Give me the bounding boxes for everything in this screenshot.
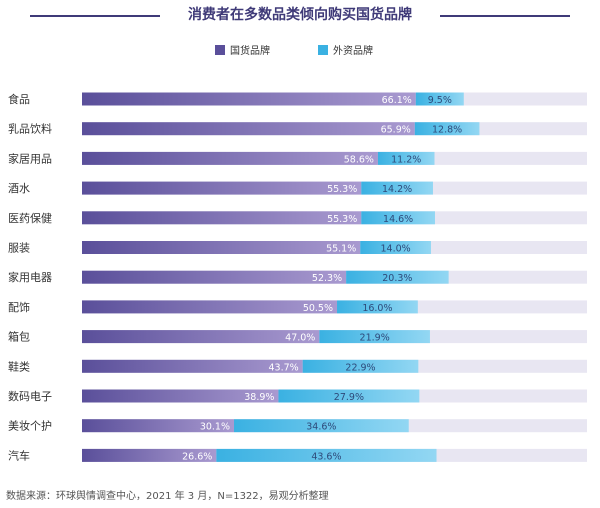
legend-label-domestic: 国货品牌 — [230, 46, 270, 57]
bar-domestic — [82, 389, 279, 403]
legend-label-foreign: 外资品牌 — [333, 46, 373, 57]
data-label-foreign: 34.6% — [306, 422, 336, 433]
data-label-domestic: 38.9% — [244, 392, 274, 403]
legend-item-foreign: 外资品牌 — [318, 42, 373, 57]
bar-domestic — [82, 151, 378, 165]
data-label-foreign: 11.2% — [391, 154, 421, 165]
data-label-foreign: 16.0% — [362, 303, 392, 314]
data-label-foreign: 14.2% — [382, 184, 412, 195]
data-label-foreign: 20.3% — [382, 273, 412, 284]
legend-swatch-domestic — [215, 44, 225, 55]
bar-foreign — [319, 330, 430, 344]
legend-item-domestic: 国货品牌 — [215, 42, 270, 57]
bar-domestic — [82, 270, 347, 284]
bar-foreign — [234, 419, 409, 433]
category-label: 服装 — [8, 242, 30, 255]
bar-foreign — [414, 122, 480, 136]
data-label-foreign: 9.5% — [428, 95, 452, 106]
data-label-foreign: 14.0% — [381, 244, 411, 255]
stacked-bar-chart: 食品 66.1% 9.5% 乳品饮料 65.9% 12.8% 家居用品 58.6% 11.2% 酒… — [8, 92, 587, 462]
bar-foreign — [377, 151, 435, 165]
category-label: 酒水 — [8, 182, 30, 195]
bar-domestic — [82, 181, 362, 195]
data-label-domestic: 58.6% — [344, 154, 374, 165]
data-label-domestic: 55.1% — [326, 244, 356, 255]
bar-domestic — [82, 211, 362, 225]
bar-foreign — [361, 211, 435, 225]
bar-foreign — [337, 300, 418, 314]
data-source-note: 数据来源：环球舆情调查中心，2021 年 3 月，N=1322，易观分析整理 — [6, 491, 329, 502]
bar-foreign — [216, 448, 437, 462]
bar-domestic — [82, 330, 320, 344]
category-label: 数码电子 — [8, 390, 52, 403]
title-rule-left — [30, 15, 160, 17]
data-label-domestic: 50.5% — [303, 303, 333, 314]
bar-domestic — [82, 241, 361, 254]
chart-legend: 国货品牌 外资品牌 — [0, 42, 600, 58]
data-label-domestic: 55.3% — [327, 214, 357, 225]
category-label: 箱包 — [8, 330, 30, 344]
bar-domestic — [82, 419, 235, 433]
bar-foreign — [415, 92, 464, 106]
category-label: 汽车 — [8, 448, 30, 462]
data-label-domestic: 52.3% — [312, 273, 342, 284]
bar-foreign — [360, 241, 431, 254]
bar-domestic — [82, 359, 303, 373]
category-label: 鞋类 — [8, 359, 30, 373]
bar-foreign — [278, 389, 420, 403]
data-label-domestic: 66.1% — [382, 95, 412, 106]
bar-foreign — [346, 270, 449, 284]
bar-domestic — [82, 300, 338, 314]
data-label-domestic: 43.7% — [268, 362, 298, 373]
category-label: 家居用品 — [8, 151, 52, 165]
data-label-foreign: 12.8% — [432, 125, 462, 136]
title-rule-right — [440, 15, 570, 17]
data-label-domestic: 26.6% — [182, 451, 212, 462]
category-label: 美妆个护 — [8, 419, 52, 433]
category-label: 乳品饮料 — [8, 122, 52, 136]
category-label: 家用电器 — [8, 270, 52, 284]
bar-foreign — [361, 181, 433, 195]
data-label-domestic: 55.3% — [327, 184, 357, 195]
data-label-foreign: 14.6% — [383, 214, 413, 225]
category-label: 食品 — [8, 92, 30, 106]
data-label-foreign: 27.9% — [334, 392, 364, 403]
data-label-foreign: 21.9% — [360, 333, 390, 344]
bar-domestic — [82, 122, 415, 136]
category-label: 医药保健 — [8, 211, 52, 225]
data-label-domestic: 65.9% — [381, 125, 411, 136]
chart-title-bar: 消费者在多数品类倾向购买国货品牌 — [0, 4, 600, 26]
data-label-foreign: 22.9% — [345, 362, 375, 373]
data-label-foreign: 43.6% — [311, 451, 341, 462]
data-label-domestic: 30.1% — [200, 422, 230, 433]
chart-title: 消费者在多数品类倾向购买国货品牌 — [188, 7, 412, 23]
category-label: 配饰 — [8, 300, 30, 314]
bar-domestic — [82, 448, 217, 462]
bar-domestic — [82, 92, 416, 106]
bar-foreign — [302, 359, 419, 373]
legend-swatch-foreign — [318, 44, 328, 55]
data-label-domestic: 47.0% — [285, 333, 315, 344]
